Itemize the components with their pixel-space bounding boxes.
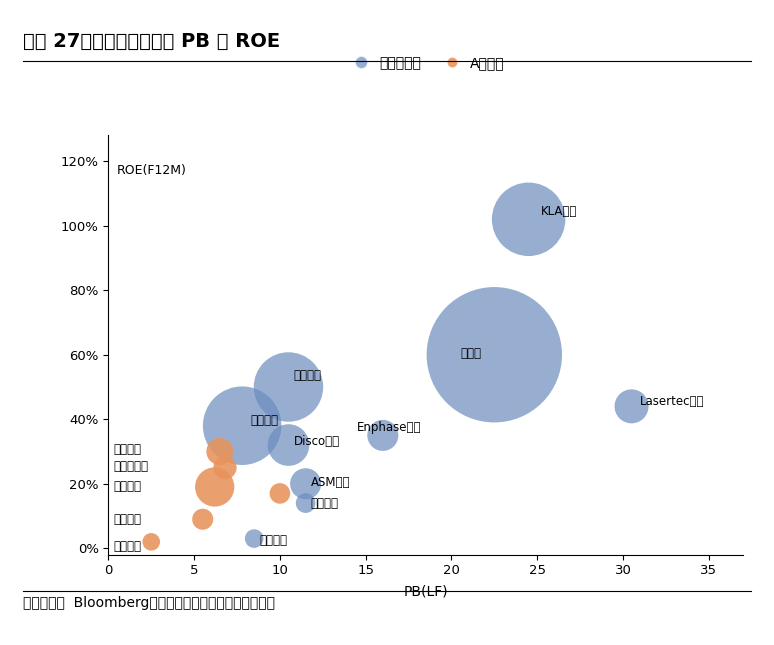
Point (219, 462, 231, 473)
Point (625, 401, 638, 412)
Text: Disco公司: Disco公司 (293, 435, 340, 448)
Text: 图表 27、半导体设备行业 PB 与 ROE: 图表 27、半导体设备行业 PB 与 ROE (23, 32, 280, 52)
Point (208, 482, 221, 492)
Text: ASM公司: ASM公司 (311, 475, 351, 489)
X-axis label: PB(LF): PB(LF) (403, 584, 448, 599)
Text: 应用材料: 应用材料 (251, 414, 279, 428)
Point (300, 498, 312, 508)
Point (522, 214, 535, 224)
Point (197, 514, 209, 524)
Text: KLA公司: KLA公司 (540, 204, 577, 218)
Text: 阿斯麦: 阿斯麦 (460, 346, 481, 360)
Text: 拓荆科技: 拓荆科技 (311, 497, 339, 510)
Text: 沪硅产业: 沪硅产业 (114, 540, 142, 553)
Legend: 半导体设备, A股龙头: 半导体设备, A股龙头 (341, 50, 510, 75)
Point (274, 488, 286, 499)
Text: Enphase能源: Enphase能源 (357, 421, 422, 434)
Point (377, 430, 389, 441)
Text: 盛美上海: 盛美上海 (259, 533, 287, 547)
Point (283, 382, 295, 392)
Text: 中微公司: 中微公司 (114, 513, 142, 526)
Point (248, 533, 260, 544)
Point (236, 421, 248, 431)
Point (283, 440, 295, 450)
Text: Lasertec公司: Lasertec公司 (640, 395, 704, 408)
Text: 泛林集团: 泛林集团 (293, 369, 322, 382)
Point (488, 350, 501, 360)
Point (300, 479, 312, 489)
Point (145, 537, 157, 547)
Point (214, 446, 226, 457)
Text: 爱德方测试: 爱德方测试 (114, 459, 149, 473)
Text: 资料来源：  Bloomberg，兴业证券经济与金融研究院整理: 资料来源： Bloomberg，兴业证券经济与金融研究院整理 (23, 595, 276, 610)
Text: 北方华创: 北方华创 (114, 480, 142, 493)
Text: ROE(F12M): ROE(F12M) (117, 164, 187, 177)
Text: 东京电子: 东京电子 (114, 443, 142, 457)
